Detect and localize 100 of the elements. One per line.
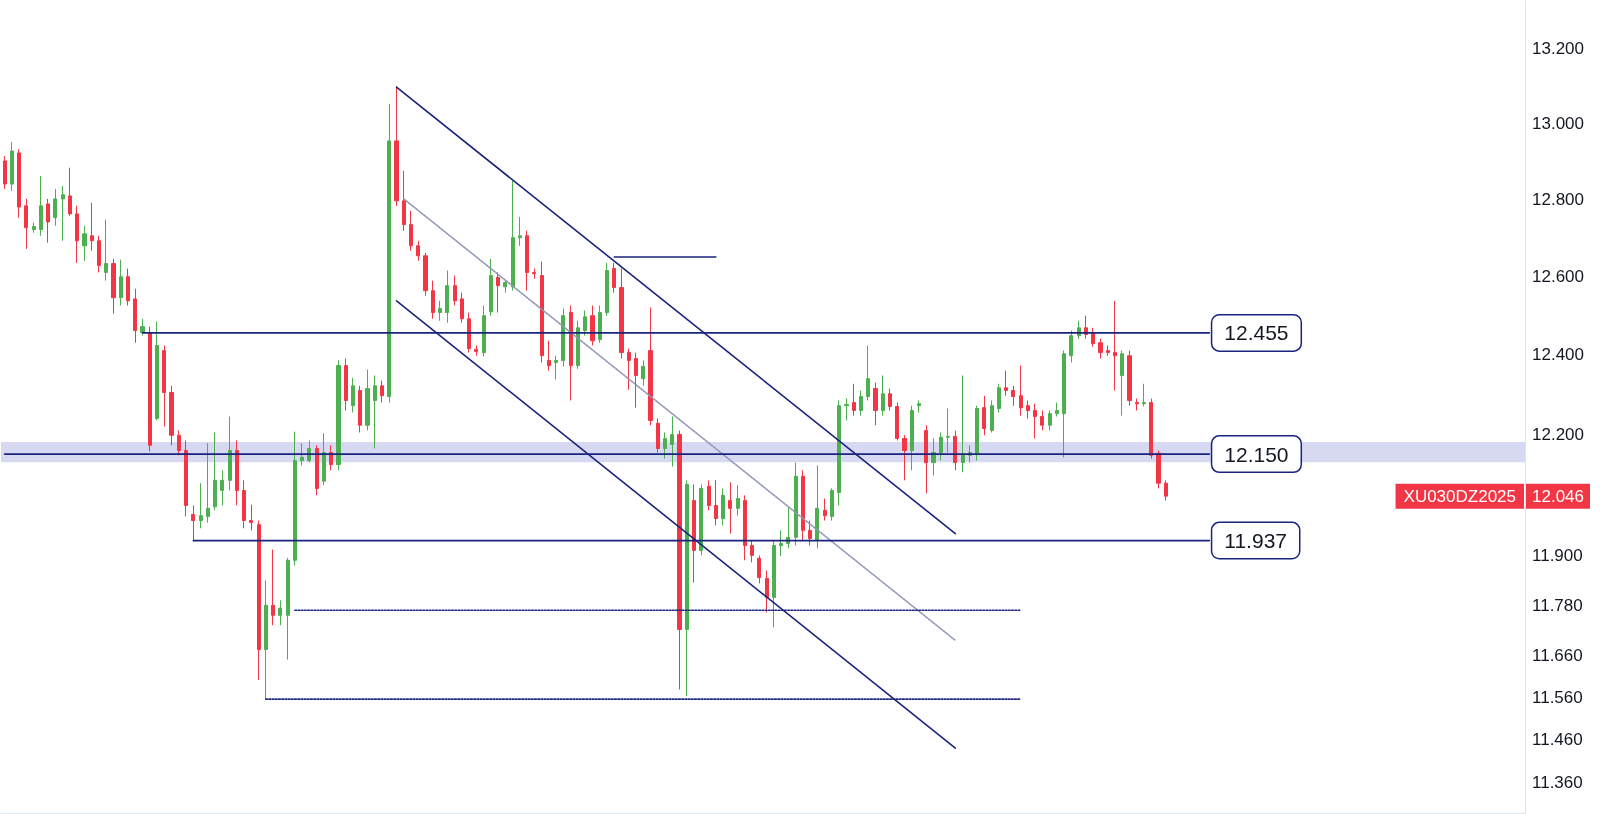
candlestick <box>402 170 406 232</box>
candlestick <box>365 369 370 431</box>
candlestick <box>823 498 827 522</box>
candlestick <box>104 219 108 282</box>
candlestick <box>990 400 994 433</box>
candlestick <box>286 557 290 661</box>
y-tick-label: 12.600 <box>1532 266 1584 286</box>
candlestick <box>1026 400 1030 419</box>
candlestick <box>264 579 268 700</box>
candlestick <box>10 141 14 192</box>
candlestick <box>126 268 130 307</box>
candlestick <box>961 374 965 473</box>
candlestick <box>474 344 478 357</box>
candlestick <box>1040 409 1044 431</box>
candlestick <box>772 540 776 628</box>
y-tick-label: 12.200 <box>1532 424 1584 444</box>
candlestick <box>17 148 21 219</box>
candlestick <box>162 344 166 427</box>
candlestick <box>953 429 957 471</box>
candlestick <box>75 205 79 264</box>
data-label: 12.455 <box>1224 321 1289 345</box>
candlestick <box>844 398 849 421</box>
candlestick <box>837 400 841 506</box>
candlestick <box>148 326 152 452</box>
candlestick <box>416 240 420 262</box>
candlestick <box>511 180 515 292</box>
y-tick-label: 12.046 <box>1532 486 1584 506</box>
y-tick-label: 11.660 <box>1532 645 1583 665</box>
candlestick <box>1091 327 1095 348</box>
candlestick <box>24 198 28 250</box>
candlestick <box>235 439 239 506</box>
y-tick-label: 11.780 <box>1532 595 1583 615</box>
candlestick <box>3 155 7 190</box>
y-tick-label: 11.560 <box>1532 687 1583 707</box>
candlestick <box>1048 409 1052 431</box>
candlestick <box>924 424 928 494</box>
candlestick <box>111 258 116 315</box>
candlestick <box>344 357 348 411</box>
candlestick <box>670 415 674 468</box>
candlestick <box>685 479 689 697</box>
candlestick <box>707 479 711 511</box>
candlestick <box>561 308 565 367</box>
candlestick <box>786 507 790 549</box>
candlestick <box>213 431 217 511</box>
candlestick <box>503 280 507 294</box>
candlestick <box>873 382 878 426</box>
candlestick <box>532 268 536 280</box>
candlestick <box>53 188 57 227</box>
candlestick <box>409 210 413 252</box>
y-tick-label: 11.900 <box>1532 546 1583 566</box>
candlestick <box>663 431 667 460</box>
y-tick-label: 12.800 <box>1532 189 1584 209</box>
candlestick <box>852 383 856 417</box>
candlestick <box>598 305 602 344</box>
candlestick <box>1098 338 1103 359</box>
y-tick-label: 13.000 <box>1532 114 1584 134</box>
y-tick-label: 11.460 <box>1532 730 1583 750</box>
candlestick <box>736 484 740 517</box>
candlestick <box>576 320 580 370</box>
candlestick <box>184 439 188 517</box>
candlestick <box>866 344 870 401</box>
candlestick <box>169 385 174 446</box>
candlestick <box>569 305 573 401</box>
candlestick <box>946 407 950 454</box>
candlestick <box>97 235 101 273</box>
candlestick <box>191 504 195 542</box>
candlestick <box>206 442 210 524</box>
candlestick <box>1149 398 1153 460</box>
candlestick <box>627 348 631 391</box>
candlestick <box>779 529 783 557</box>
candlestick <box>293 431 297 567</box>
candlestick <box>692 483 696 584</box>
candlestick <box>815 464 819 549</box>
candlestick <box>249 504 253 531</box>
data-label: 11.937 <box>1224 529 1287 553</box>
candlestick <box>699 483 703 556</box>
candlestick <box>910 405 914 471</box>
candlestick <box>358 385 362 433</box>
candlestick <box>1142 383 1146 407</box>
candlestick <box>431 280 435 320</box>
candlestick <box>540 261 544 363</box>
candlestick <box>199 482 203 529</box>
candlestick <box>373 374 377 449</box>
candlestick <box>1062 350 1066 458</box>
candlestick <box>1069 330 1073 363</box>
candlestick <box>1113 300 1117 392</box>
candlestick <box>808 520 812 546</box>
candlestick <box>228 415 232 491</box>
candlestick <box>336 359 341 471</box>
candlestick <box>1106 344 1110 357</box>
candlestick <box>518 216 522 247</box>
candlestick <box>496 271 500 314</box>
candlestick <box>1019 365 1023 417</box>
candlestick <box>1011 385 1015 407</box>
candlestick <box>525 230 529 292</box>
candlestick <box>242 479 246 529</box>
candlestick <box>61 185 65 242</box>
candlestick <box>133 288 137 344</box>
candlestick <box>445 270 449 324</box>
candlestick <box>82 225 87 262</box>
